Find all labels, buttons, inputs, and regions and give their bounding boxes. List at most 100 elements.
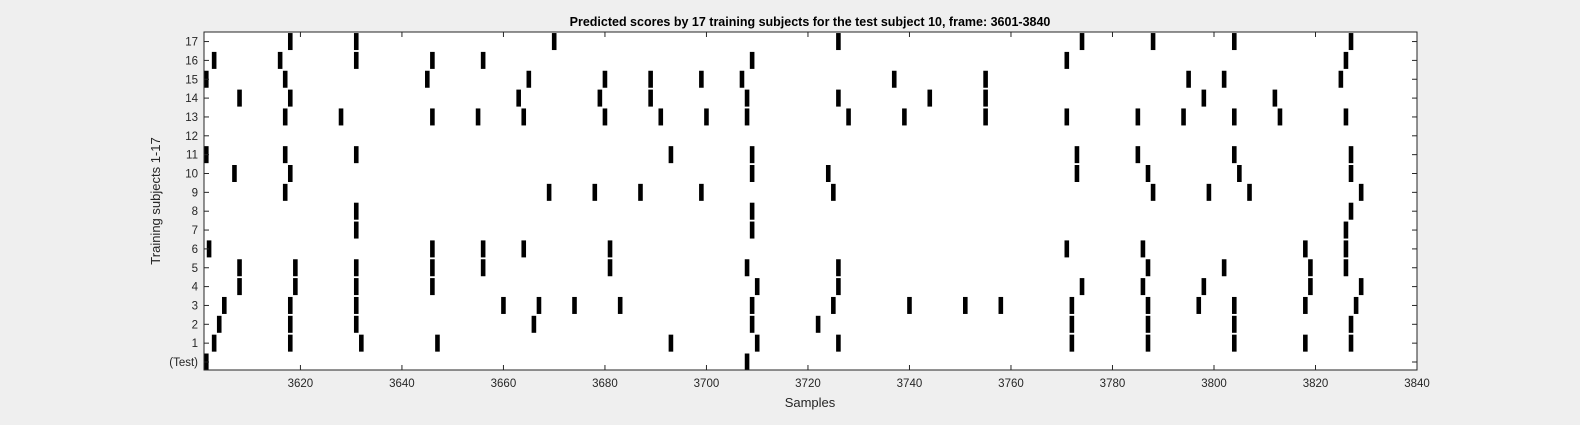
score-mark	[617, 296, 623, 314]
x-tick-label: 3740	[897, 378, 923, 390]
score-mark	[815, 315, 821, 333]
score-mark	[648, 70, 653, 88]
score-mark	[282, 183, 288, 201]
score-mark	[648, 89, 653, 107]
score-mark	[1069, 315, 1075, 333]
score-mark	[831, 296, 836, 314]
score-mark	[749, 315, 755, 333]
score-mark	[293, 259, 298, 277]
score-mark	[1308, 259, 1313, 277]
y-tick-label: 15	[185, 74, 198, 86]
y-tick-label: 13	[185, 112, 198, 124]
chart-title: Predicted scores by 17 training subjects…	[570, 15, 1051, 29]
score-mark	[1231, 33, 1237, 51]
score-mark	[891, 70, 897, 88]
score-mark	[744, 259, 750, 277]
score-mark	[1221, 259, 1227, 277]
y-tick-label: 10	[185, 169, 198, 181]
y-tick-label: 12	[185, 131, 198, 143]
score-mark	[536, 296, 542, 314]
y-tick-label: 9	[192, 187, 198, 199]
score-mark	[1196, 296, 1202, 314]
x-tick-label: 3620	[288, 378, 314, 390]
score-mark	[1353, 296, 1359, 314]
score-mark	[749, 221, 755, 239]
x-tick-label: 3680	[592, 378, 618, 390]
score-mark	[1140, 278, 1146, 296]
score-mark	[831, 183, 836, 201]
score-mark	[699, 183, 704, 201]
score-mark	[1348, 315, 1354, 333]
score-mark	[237, 278, 242, 296]
score-mark	[1064, 51, 1070, 69]
score-mark	[1135, 108, 1141, 126]
score-mark	[501, 296, 506, 314]
score-mark	[1064, 108, 1070, 126]
score-mark	[1150, 183, 1156, 201]
score-mark	[1145, 165, 1151, 182]
score-mark	[607, 259, 613, 277]
score-mark	[836, 89, 841, 107]
score-mark	[1303, 334, 1308, 352]
score-mark	[1348, 202, 1354, 220]
score-mark	[1338, 70, 1344, 88]
score-mark	[1186, 70, 1191, 88]
score-mark	[749, 296, 755, 314]
x-tick-label: 3840	[1404, 378, 1430, 390]
score-mark	[287, 33, 293, 51]
score-mark	[287, 296, 293, 314]
score-mark	[353, 315, 359, 333]
score-mark	[1277, 108, 1283, 126]
score-mark	[287, 315, 293, 333]
y-tick-label: 4	[192, 282, 199, 294]
x-tick-label: 3660	[491, 378, 517, 390]
score-mark	[435, 334, 440, 352]
score-mark	[983, 108, 988, 126]
score-mark	[846, 108, 851, 126]
score-mark	[1064, 240, 1070, 258]
score-mark	[607, 240, 613, 258]
score-mark	[744, 108, 750, 126]
score-mark	[998, 296, 1004, 314]
score-mark	[836, 33, 841, 51]
x-tick-label: 3720	[795, 378, 821, 390]
score-mark	[1237, 165, 1242, 182]
score-mark	[237, 259, 242, 277]
y-tick-label: 1	[192, 338, 198, 350]
score-mark	[1343, 108, 1349, 126]
y-axis-label: Training subjects 1-17	[148, 137, 163, 264]
score-mark	[526, 70, 532, 88]
score-mark	[1079, 278, 1085, 296]
score-mark	[353, 259, 359, 277]
score-mark	[963, 296, 968, 314]
score-mark	[211, 51, 217, 69]
x-tick-label: 3760	[998, 378, 1024, 390]
score-mark	[531, 315, 537, 333]
score-mark	[638, 183, 643, 201]
score-mark	[836, 259, 841, 277]
score-mark	[1231, 146, 1237, 164]
x-tick-label: 3640	[389, 378, 415, 390]
score-mark	[699, 70, 704, 88]
score-mark	[475, 108, 481, 126]
score-mark	[1140, 240, 1146, 258]
score-mark	[836, 334, 841, 352]
score-mark	[551, 33, 557, 51]
score-mark	[754, 334, 760, 352]
score-mark	[480, 259, 486, 277]
score-mark	[277, 51, 283, 69]
score-mark	[1201, 89, 1207, 107]
score-mark	[353, 296, 359, 314]
score-mark	[749, 202, 755, 220]
score-mark	[1231, 296, 1237, 314]
y-tick-label: 3	[192, 300, 198, 312]
y-tick-label: 5	[192, 263, 198, 275]
score-mark	[338, 108, 344, 126]
y-tick-label: 8	[192, 206, 198, 218]
x-axis-label: Samples	[785, 395, 836, 410]
x-tick-label: 3700	[694, 378, 720, 390]
score-mark	[430, 278, 435, 296]
score-mark	[749, 146, 755, 164]
y-tick-label: 17	[185, 37, 198, 49]
